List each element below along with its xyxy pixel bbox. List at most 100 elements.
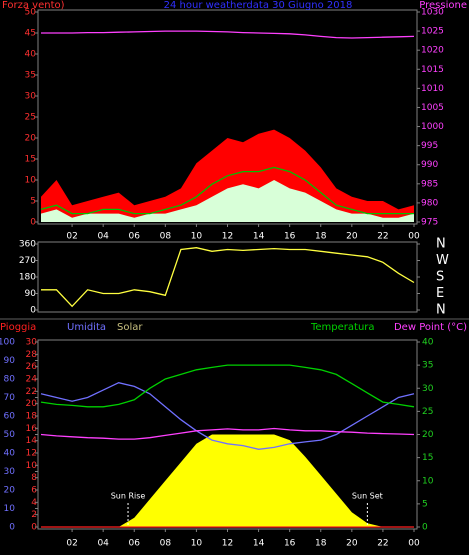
y3-tick-label: 60 <box>4 412 16 422</box>
x-tick-label: 12 <box>222 539 233 549</box>
plot-frame <box>37 241 418 313</box>
series-area <box>41 180 414 222</box>
y-tick-label: 25 <box>25 113 36 123</box>
x-tick-label: 10 <box>191 232 203 242</box>
y2-tick-label: 30 <box>422 384 434 394</box>
y-tick-label: 40 <box>25 50 37 60</box>
y3-tick-label: 100 <box>0 338 15 348</box>
y2-tick-label: 985 <box>421 179 438 189</box>
y-tick-label: 30 <box>26 338 38 348</box>
series-line <box>40 382 415 450</box>
y-tick-label: 180 <box>19 273 36 283</box>
series-area <box>41 434 414 527</box>
y-tick-label: 45 <box>25 29 36 39</box>
y2-tick-label: 1005 <box>421 103 444 113</box>
y3-tick-label: 70 <box>4 393 16 403</box>
series-line <box>40 166 414 215</box>
x-tick-label: 20 <box>346 539 358 549</box>
y2-tick-label: 995 <box>421 141 438 151</box>
y3-tick-label: 90 <box>4 356 16 366</box>
y2-tick-label: 990 <box>421 160 438 170</box>
y2-axis-label: Pressione <box>419 0 467 11</box>
y2-tick-label: 5 <box>422 499 428 509</box>
series-label: Solar <box>117 322 143 333</box>
y2-tick-label: 20 <box>422 430 434 440</box>
y2-tick-label: 40 <box>422 338 434 348</box>
x-tick-label: 08 <box>160 539 172 549</box>
x-tick-label: 08 <box>160 232 172 242</box>
y-tick-label: 0 <box>30 306 36 316</box>
y2-tick-label: 0 <box>422 523 428 533</box>
x-tick-label: 14 <box>253 539 265 549</box>
y2-tick-label: E <box>436 286 444 301</box>
series-line <box>40 427 415 440</box>
x-tick-label: 16 <box>284 539 296 549</box>
x-tick-label: 04 <box>97 232 109 242</box>
y-tick-label: 16 <box>26 424 38 434</box>
y3-tick-label: 40 <box>4 449 16 459</box>
y2-tick-label: 975 <box>421 218 438 228</box>
y-tick-label: 0 <box>31 523 37 533</box>
y-tick-label: 24 <box>26 375 38 385</box>
y-tick-label: 10 <box>26 461 38 471</box>
y3-tick-label: 30 <box>4 467 16 477</box>
y3-tick-label: 50 <box>4 430 16 440</box>
x-tick-label: 16 <box>284 232 296 242</box>
x-tick-label: 12 <box>222 232 233 242</box>
y3-tick-label: 80 <box>4 375 16 385</box>
y-tick-label: 30 <box>25 92 37 102</box>
y-tick-label: 10 <box>25 176 37 186</box>
x-tick-label: 06 <box>129 539 141 549</box>
y-tick-label: 18 <box>26 412 38 422</box>
x-tick-label: 20 <box>346 232 358 242</box>
y2-tick-label: 980 <box>421 198 438 208</box>
y-tick-label: 26 <box>26 362 38 372</box>
y-tick-label: 5 <box>30 197 36 207</box>
chart-title: 24 hour weatherdata 30 Giugno 2018 <box>164 0 353 11</box>
y-tick-label: 90 <box>25 289 37 299</box>
annotation-label: Sun Set <box>352 492 383 501</box>
x-tick-label: 00 <box>408 539 420 549</box>
y2-tick-label: N <box>436 237 446 252</box>
y2-tick-label: 1025 <box>421 27 444 37</box>
y2-tick-label: 1015 <box>421 65 444 75</box>
y2-tick-label: 1000 <box>421 122 444 132</box>
series-line <box>40 364 415 408</box>
y-tick-label: 12 <box>26 449 37 459</box>
y-tick-label: 8 <box>31 473 37 483</box>
y-tick-label: 28 <box>26 350 38 360</box>
x-tick-label: 00 <box>408 232 420 242</box>
y2-tick-label: 1030 <box>421 8 444 18</box>
y-tick-label: 50 <box>25 8 37 18</box>
y-tick-label: 2 <box>31 510 37 520</box>
x-tick-label: 22 <box>377 232 388 242</box>
y2-tick-label: 15 <box>422 453 433 463</box>
y-tick-label: 20 <box>25 134 37 144</box>
y-tick-label: 35 <box>25 71 36 81</box>
y2-tick-label: 1020 <box>421 46 444 56</box>
y-axis-label: Forza vento) <box>2 0 65 11</box>
y2-tick-label: N <box>436 303 446 318</box>
y3-tick-label: 10 <box>4 504 16 514</box>
x-tick-label: 14 <box>253 232 265 242</box>
y3-tick-label: 0 <box>9 523 15 533</box>
y-tick-label: 22 <box>26 387 37 397</box>
y2-tick-label: W <box>436 253 449 268</box>
x-tick-label: 18 <box>315 232 327 242</box>
y-tick-label: 360 <box>19 240 36 250</box>
y2-tick-label: 25 <box>422 407 433 417</box>
series-line <box>41 30 415 39</box>
y-tick-label: 14 <box>26 436 38 446</box>
y3-tick-label: 20 <box>4 486 16 496</box>
y2-tick-label: 10 <box>422 476 434 486</box>
x-tick-label: 10 <box>191 539 203 549</box>
series-label: Temperatura <box>310 322 375 333</box>
x-tick-label: 18 <box>315 539 327 549</box>
y2-tick-label: S <box>436 270 444 285</box>
x-tick-label: 02 <box>66 232 77 242</box>
series-label: Umidita <box>67 322 106 333</box>
y-tick-label: 270 <box>19 256 36 266</box>
y-tick-label: 4 <box>31 498 37 508</box>
